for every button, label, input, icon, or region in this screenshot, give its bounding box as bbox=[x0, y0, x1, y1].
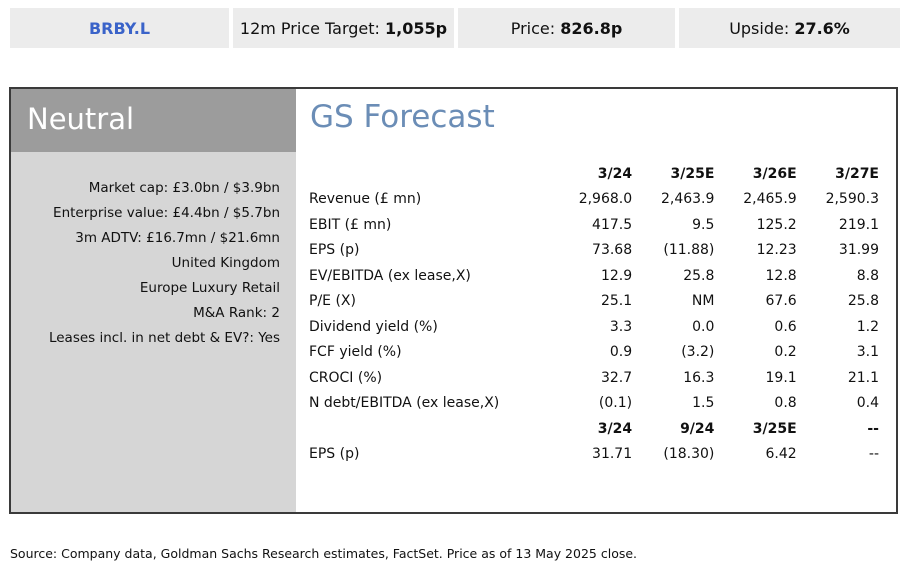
table-row: EBIT (£ mn) 417.5 9.5 125.2 219.1 bbox=[309, 212, 879, 238]
half-year-header-row: 3/24 9/24 3/25E -- bbox=[309, 416, 879, 442]
col-header: 3/25E bbox=[670, 165, 715, 182]
stat-sector: Europe Luxury Retail bbox=[139, 280, 280, 296]
row-label: EPS (p) bbox=[309, 446, 360, 463]
cell: 16.3 bbox=[683, 369, 715, 386]
cell: 2,590.3 bbox=[825, 191, 879, 208]
price-target-value: 1,055p bbox=[385, 18, 448, 38]
row-label: CROCI (%) bbox=[309, 369, 383, 386]
cell: 9.5 bbox=[692, 216, 715, 233]
cell: 31.99 bbox=[838, 242, 879, 259]
row-label: P/E (X) bbox=[309, 293, 356, 310]
cell: 3.1 bbox=[856, 344, 879, 361]
summary-box: Neutral Market cap: £3.0bn / $3.9bn Ente… bbox=[9, 87, 898, 514]
row-label: N debt/EBITDA (ex lease,X) bbox=[309, 395, 500, 412]
cell: 417.5 bbox=[592, 216, 633, 233]
cell: -- bbox=[868, 446, 879, 463]
col-header: 3/24 bbox=[597, 165, 633, 182]
cell: (11.88) bbox=[663, 242, 715, 259]
cell: 0.8 bbox=[774, 395, 797, 412]
cell: 2,463.9 bbox=[660, 191, 715, 208]
col-header: 3/25E bbox=[752, 420, 797, 437]
cell: (18.30) bbox=[663, 446, 715, 463]
table-row: FCF yield (%) 0.9 (3.2) 0.2 3.1 bbox=[309, 340, 879, 366]
cell: 67.6 bbox=[765, 293, 797, 310]
cell: 25.8 bbox=[847, 293, 879, 310]
col-header: 3/27E bbox=[835, 165, 879, 182]
rating-label: Neutral bbox=[11, 89, 296, 152]
forecast-table: 3/24 3/25E 3/26E 3/27E Revenue (£ mn) 2,… bbox=[309, 161, 879, 467]
ticker-link[interactable]: BRBY.L bbox=[88, 18, 151, 38]
stat-country: United Kingdom bbox=[171, 255, 280, 271]
row-label: Dividend yield (%) bbox=[309, 318, 438, 335]
table-row: EV/EBITDA (ex lease,X) 12.9 25.8 12.8 8.… bbox=[309, 263, 879, 289]
price-target-cell: 12m Price Target: 1,055p bbox=[233, 8, 454, 48]
annual-header-row: 3/24 3/25E 3/26E 3/27E bbox=[309, 161, 879, 187]
col-header: 3/26E bbox=[752, 165, 797, 182]
cell: 2,968.0 bbox=[578, 191, 633, 208]
cell: 3.3 bbox=[609, 318, 633, 335]
table-row: CROCI (%) 32.7 16.3 19.1 21.1 bbox=[309, 365, 879, 391]
table-row: N debt/EBITDA (ex lease,X) (0.1) 1.5 0.8… bbox=[309, 391, 879, 417]
header-bar: BRBY.L 12m Price Target: 1,055p Price: 8… bbox=[10, 8, 901, 48]
cell: 219.1 bbox=[838, 216, 879, 233]
row-label: FCF yield (%) bbox=[309, 344, 402, 361]
col-header: 9/24 bbox=[680, 420, 715, 437]
cell: 2,465.9 bbox=[743, 191, 797, 208]
price-cell: Price: 826.8p bbox=[458, 8, 676, 48]
ticker-cell: BRBY.L bbox=[10, 8, 229, 48]
cell: NM bbox=[691, 293, 715, 310]
cell: 12.9 bbox=[600, 267, 633, 284]
upside-cell: Upside: 27.6% bbox=[679, 8, 901, 48]
upside-label: Upside: bbox=[729, 18, 790, 38]
price-label: Price: bbox=[510, 18, 556, 38]
cell: 8.8 bbox=[856, 267, 879, 284]
rating-panel: Neutral Market cap: £3.0bn / $3.9bn Ente… bbox=[11, 89, 296, 512]
source-note: Source: Company data, Goldman Sachs Rese… bbox=[10, 546, 638, 561]
table-row: EPS (p) 31.71 (18.30) 6.42 -- bbox=[309, 442, 879, 468]
cell: 19.1 bbox=[765, 369, 797, 386]
cell: 21.1 bbox=[847, 369, 879, 386]
stat-leases: Leases incl. in net debt & EV?: Yes bbox=[48, 330, 280, 346]
header-blank bbox=[309, 416, 550, 442]
cell: 0.6 bbox=[774, 318, 797, 335]
stat-market-cap: Market cap: £3.0bn / $3.9bn bbox=[88, 180, 280, 196]
row-label: EV/EBITDA (ex lease,X) bbox=[309, 267, 471, 284]
price-target-label: 12m Price Target: bbox=[239, 18, 380, 38]
stat-enterprise-value: Enterprise value: £4.4bn / $5.7bn bbox=[53, 205, 280, 221]
cell: (3.2) bbox=[681, 344, 715, 361]
upside-value: 27.6% bbox=[794, 18, 850, 38]
cell: (0.1) bbox=[598, 395, 633, 412]
cell: 0.9 bbox=[609, 344, 633, 361]
cell: 1.2 bbox=[856, 318, 879, 335]
price-value: 826.8p bbox=[560, 18, 623, 38]
company-stats: Market cap: £3.0bn / $3.9bn Enterprise v… bbox=[11, 152, 296, 351]
table-row: Revenue (£ mn) 2,968.0 2,463.9 2,465.9 2… bbox=[309, 187, 879, 213]
stat-ma-rank: M&A Rank: 2 bbox=[193, 305, 280, 321]
table-row: EPS (p) 73.68 (11.88) 12.23 31.99 bbox=[309, 238, 879, 264]
row-label: Revenue (£ mn) bbox=[309, 191, 422, 208]
row-label: EBIT (£ mn) bbox=[309, 216, 392, 233]
cell: 0.0 bbox=[692, 318, 715, 335]
cell: 32.7 bbox=[600, 369, 633, 386]
cell: 12.23 bbox=[756, 242, 797, 259]
cell: 31.71 bbox=[592, 446, 633, 463]
forecast-title: GS Forecast bbox=[310, 99, 495, 135]
cell: 25.1 bbox=[600, 293, 633, 310]
table-row: Dividend yield (%) 3.3 0.0 0.6 1.2 bbox=[309, 314, 879, 340]
cell: 12.8 bbox=[765, 267, 797, 284]
cell: 6.42 bbox=[765, 446, 797, 463]
cell: 0.2 bbox=[774, 344, 797, 361]
col-header: 3/24 bbox=[597, 420, 633, 437]
header-blank bbox=[309, 161, 550, 187]
col-header: -- bbox=[867, 420, 879, 437]
cell: 25.8 bbox=[683, 267, 715, 284]
row-label: EPS (p) bbox=[309, 242, 360, 259]
cell: 73.68 bbox=[592, 242, 633, 259]
cell: 125.2 bbox=[756, 216, 797, 233]
cell: 0.4 bbox=[856, 395, 879, 412]
stat-adtv: 3m ADTV: £16.7mn / $21.6mn bbox=[75, 230, 280, 246]
cell: 1.5 bbox=[692, 395, 715, 412]
table-row: P/E (X) 25.1 NM 67.6 25.8 bbox=[309, 289, 879, 315]
